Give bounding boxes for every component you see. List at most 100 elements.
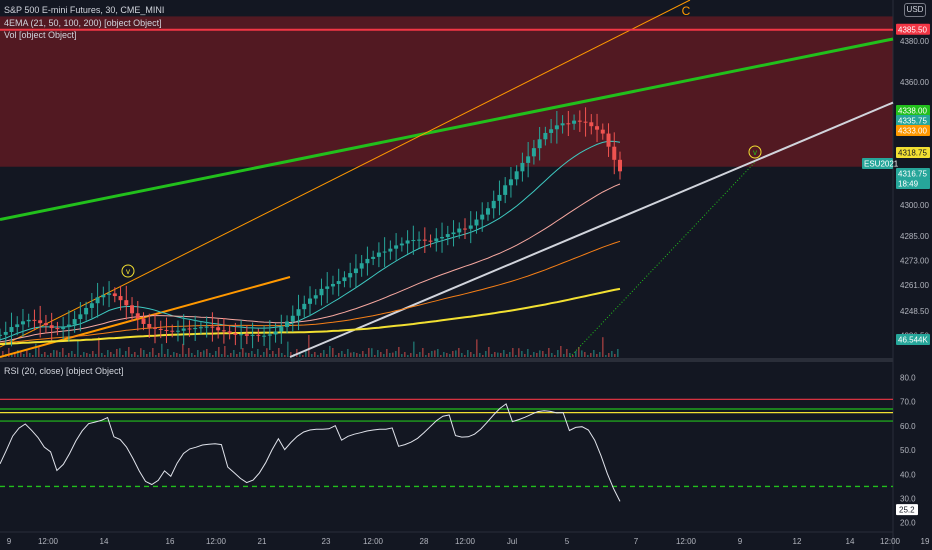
- volume-bar: [470, 352, 472, 357]
- volume-bar: [23, 354, 25, 357]
- volume-bar: [554, 355, 556, 357]
- volume-bar: [527, 349, 529, 357]
- candle-body: [193, 328, 198, 330]
- volume-bar: [149, 352, 151, 357]
- volume-bar: [182, 343, 184, 357]
- candle-body: [38, 320, 43, 324]
- volume-bar: [461, 353, 463, 357]
- volume-bar: [617, 349, 619, 357]
- volume-bar: [335, 355, 337, 357]
- candle-body: [250, 334, 255, 336]
- volume-bar: [194, 355, 196, 357]
- volume-bar: [440, 355, 442, 357]
- rsi-line: [0, 403, 621, 502]
- candle-body: [394, 245, 399, 249]
- candle-body: [457, 228, 462, 233]
- volume-bar: [422, 348, 424, 357]
- ema-line-4: [0, 287, 621, 346]
- volume-bar: [8, 348, 10, 357]
- volume-bar: [227, 355, 229, 357]
- price-tag-433575: 4335.75: [898, 117, 927, 126]
- candle-body: [20, 321, 25, 325]
- volume-bar: [65, 355, 67, 357]
- candle-body: [422, 239, 427, 241]
- volume-bar: [71, 351, 73, 357]
- time-tick-label: 9: [738, 537, 743, 546]
- volume-bar: [56, 350, 58, 357]
- candle-body: [348, 273, 353, 278]
- green-trendline: [0, 37, 894, 222]
- legend-title: S&P 500 E-mini Futures, 30, CME_MINI: [4, 5, 165, 15]
- volume-bar: [170, 355, 172, 357]
- volume-bar: [104, 355, 106, 357]
- volume-bar: [290, 352, 292, 357]
- price-tag-1849: 18:49: [898, 180, 919, 189]
- volume-bar: [512, 348, 514, 357]
- volume-bar: [332, 348, 334, 357]
- candle-body: [618, 159, 622, 172]
- volume-bar: [500, 353, 502, 357]
- volume-bar: [488, 347, 490, 357]
- candle-body: [376, 252, 381, 257]
- volume-bar: [218, 347, 220, 357]
- candle-body: [371, 256, 376, 259]
- volume-bar: [161, 343, 163, 357]
- volume-bar: [347, 349, 349, 357]
- candle-body: [239, 334, 244, 336]
- legend-ema: 4EMA (21, 50, 100, 200) [object Object]: [4, 18, 162, 28]
- volume-bar: [590, 353, 592, 357]
- price-tag-431675: 4316.75: [898, 170, 927, 179]
- time-tick-label: 23: [322, 537, 331, 546]
- rsi-tick-label: 30.0: [900, 495, 916, 504]
- volume-bar: [362, 351, 364, 357]
- candle-body: [3, 331, 8, 335]
- volume-bar: [107, 350, 109, 357]
- candle-body: [480, 214, 485, 220]
- rsi-tick-label: 70.0: [900, 398, 916, 407]
- volume-bar: [119, 348, 121, 357]
- currency-badge[interactable]: USD: [904, 3, 926, 17]
- volume-bar: [410, 353, 412, 357]
- volume-bar: [386, 349, 388, 357]
- volume-bar: [560, 346, 562, 357]
- legend-vol: Vol [object Object]: [4, 30, 77, 40]
- volume-bar: [443, 352, 445, 357]
- candle-body: [600, 129, 605, 134]
- volume-bar: [611, 351, 613, 357]
- resistance-zone: [0, 16, 893, 167]
- candle-body: [451, 232, 456, 235]
- volume-bar: [32, 355, 34, 357]
- price-tag-bg: [896, 168, 930, 179]
- candle-body: [583, 121, 588, 123]
- volume-bar: [125, 351, 127, 357]
- candle-body: [198, 327, 203, 329]
- volume-bar: [80, 355, 82, 357]
- candle-body: [543, 132, 548, 140]
- volume-bar: [401, 354, 403, 357]
- volume-bar: [593, 350, 595, 357]
- time-tick-label: Jul: [507, 537, 517, 546]
- price-tag-bg: [896, 105, 930, 116]
- rsi-last-label: 25.2: [899, 506, 915, 515]
- candle-body: [302, 303, 307, 310]
- volume-bar: [152, 348, 154, 357]
- volume-bar: [113, 354, 115, 357]
- volume-bar: [473, 354, 475, 357]
- candle-body: [233, 333, 238, 335]
- volume-bar: [341, 351, 343, 357]
- volume-bar: [563, 354, 565, 357]
- volume-bar: [278, 348, 280, 357]
- volume-bar: [491, 354, 493, 357]
- volume-bar: [383, 354, 385, 357]
- volume-bar: [47, 355, 49, 357]
- volume-bar: [179, 354, 181, 357]
- volume-bar: [89, 354, 91, 357]
- volume-bar: [368, 348, 370, 357]
- volume-bar: [275, 354, 277, 357]
- volume-bar: [230, 353, 232, 357]
- volume-bar: [485, 351, 487, 357]
- wave-v-circle-2: [748, 145, 762, 159]
- candle-body: [434, 238, 439, 242]
